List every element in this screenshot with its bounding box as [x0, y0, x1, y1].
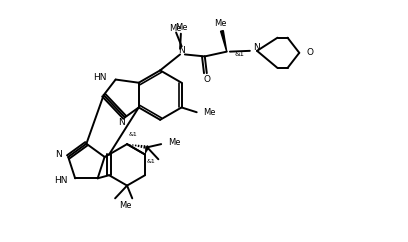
Text: N: N [55, 151, 62, 159]
Text: Me: Me [119, 201, 131, 210]
Text: Me: Me [169, 24, 182, 33]
Text: Me: Me [214, 19, 226, 28]
Text: O: O [306, 48, 313, 57]
Text: Me: Me [203, 108, 215, 117]
Text: O: O [203, 75, 210, 84]
Text: N: N [178, 46, 185, 55]
Text: N: N [118, 119, 125, 128]
Polygon shape [221, 30, 227, 52]
Text: Me: Me [175, 23, 187, 32]
Text: &1: &1 [147, 159, 156, 164]
Text: HN: HN [93, 73, 107, 82]
Text: &1: &1 [235, 51, 245, 57]
Text: N: N [253, 43, 260, 52]
Text: HN: HN [55, 176, 68, 185]
Text: Me: Me [169, 138, 181, 147]
Text: &1: &1 [129, 132, 138, 137]
